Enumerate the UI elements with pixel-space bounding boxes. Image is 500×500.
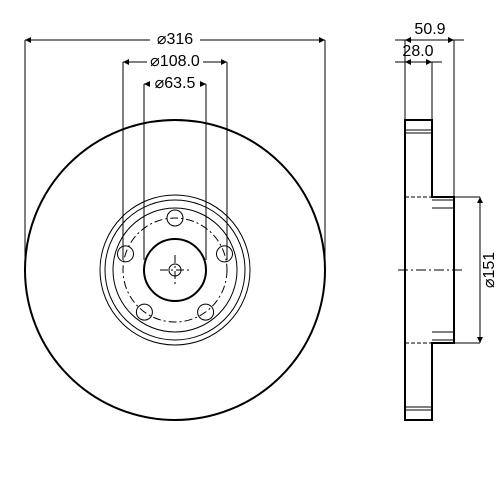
outer-diameter-circle bbox=[25, 120, 325, 420]
front-view bbox=[25, 120, 325, 420]
dim-d108: ⌀108.0 bbox=[150, 53, 200, 70]
hat-inner-ring bbox=[113, 208, 237, 332]
hat-step-ring bbox=[105, 200, 245, 340]
side-view bbox=[398, 120, 462, 420]
front-dimensions: ⌀316 ⌀108.0 ⌀63.5 bbox=[25, 28, 325, 270]
center-bore bbox=[144, 239, 206, 301]
dim-d316: ⌀316 bbox=[157, 31, 193, 48]
dim-d63: ⌀63.5 bbox=[155, 75, 196, 92]
dim-d151: ⌀151 bbox=[481, 252, 498, 288]
dim-w28: 28.0 bbox=[402, 43, 433, 60]
dim-w509: 50.9 bbox=[414, 21, 445, 38]
side-dimensions: 50.9 28.0 ⌀151 bbox=[395, 21, 498, 343]
